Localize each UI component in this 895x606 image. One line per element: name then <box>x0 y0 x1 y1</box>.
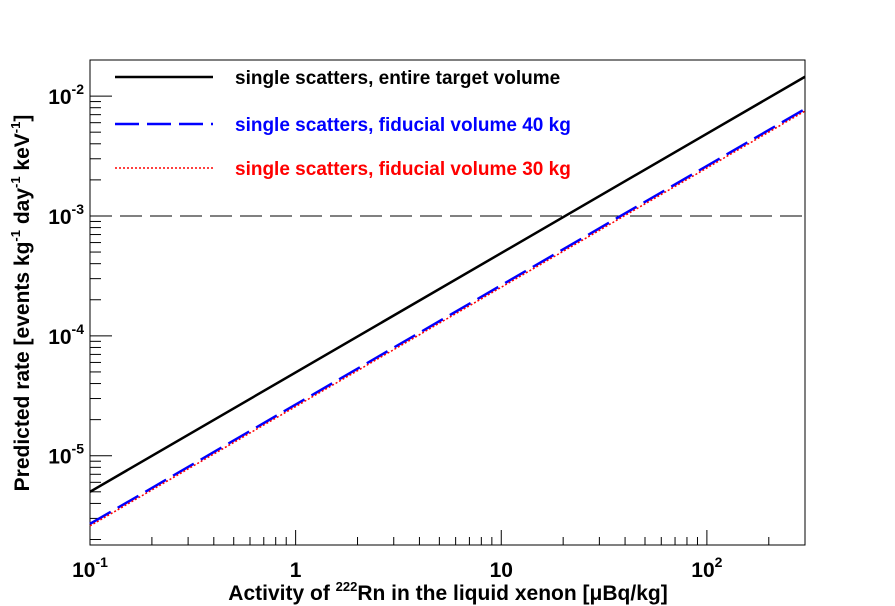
y-axis-title: Predicted rate [events kg-1 day-1 keV-1] <box>8 115 34 492</box>
minor-ticks <box>90 59 806 545</box>
plot-frame <box>89 59 806 546</box>
x-tick-label: 102 <box>691 554 722 582</box>
x-tick-label: 10-1 <box>72 554 108 582</box>
series-line-3 <box>89 110 806 527</box>
x-tick-label: 1 <box>290 559 302 582</box>
series-line-1 <box>89 75 806 493</box>
y-tick-label: 10-5 <box>48 441 84 469</box>
y-tick-label: 10-4 <box>48 321 84 349</box>
legend: single scatters, entire target volume sin… <box>115 68 571 180</box>
major-ticks <box>89 95 708 545</box>
y-tick-labels: 10-5 10-4 10-3 10-2 <box>48 81 84 469</box>
y-tick-label: 10-3 <box>48 201 84 229</box>
x-tick-labels: 10-1 1 10 102 <box>72 554 723 582</box>
x-axis-title: Activity of 222Rn in the liquid xenon [μ… <box>228 579 667 605</box>
x-tick-label: 10 <box>490 559 513 582</box>
legend-label-3: single scatters, fiducial volume 30 kg <box>235 159 571 180</box>
legend-label-2: single scatters, fiducial volume 40 kg <box>235 115 571 136</box>
series-lines <box>89 75 806 527</box>
series-line-2 <box>89 107 806 525</box>
y-tick-label: 10-2 <box>48 81 84 109</box>
legend-label-1: single scatters, entire target volume <box>235 68 560 89</box>
